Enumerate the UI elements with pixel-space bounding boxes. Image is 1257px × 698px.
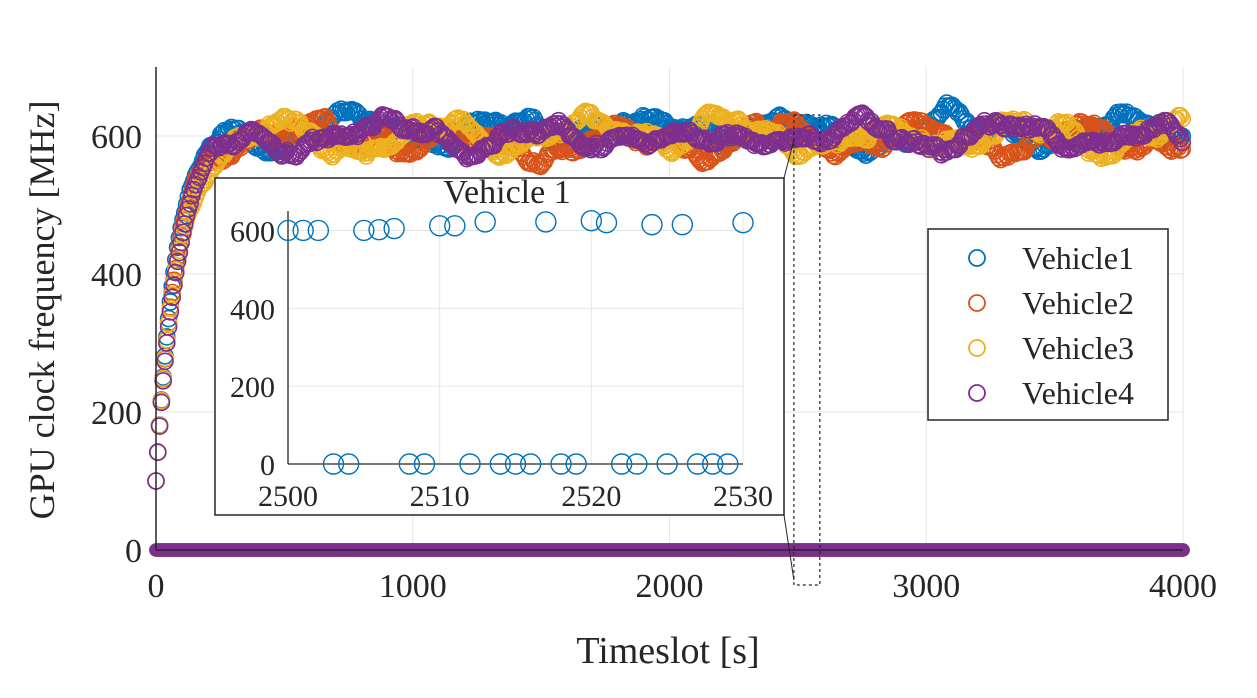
- data-point: [165, 276, 183, 294]
- data-point: [154, 372, 172, 390]
- data-point: [443, 113, 462, 132]
- data-point: [156, 352, 174, 371]
- data-point: [332, 100, 350, 119]
- data-point: [166, 263, 185, 282]
- data-point: [177, 206, 196, 225]
- data-point: [163, 288, 181, 307]
- data-point: [159, 309, 178, 328]
- data-point: [170, 243, 189, 262]
- data-point: [526, 154, 545, 172]
- data-point: [273, 109, 291, 128]
- data-point: [174, 223, 192, 242]
- data-point: [181, 194, 199, 213]
- data-point: [517, 151, 536, 170]
- data-point: [445, 111, 464, 129]
- data-point: [172, 233, 190, 252]
- data-point: [148, 443, 167, 462]
- data-point: [168, 252, 187, 271]
- data-point: [152, 393, 171, 412]
- data-point: [161, 303, 180, 321]
- data-point: [150, 417, 169, 435]
